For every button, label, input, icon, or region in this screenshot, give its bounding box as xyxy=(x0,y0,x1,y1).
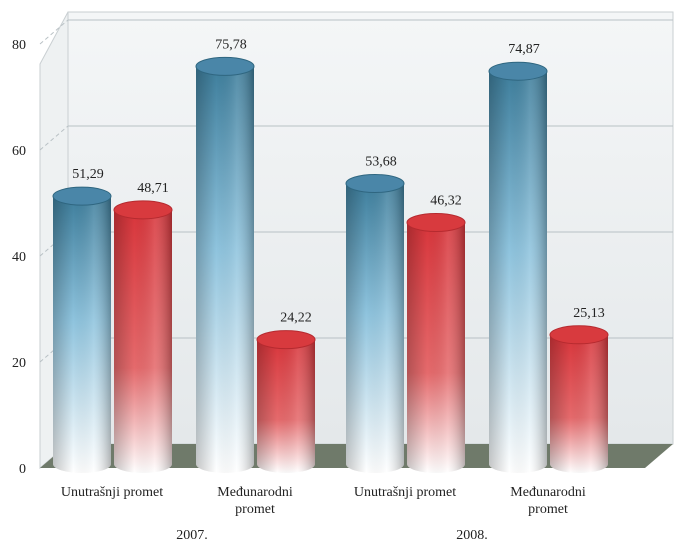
y-tick-label: 80 xyxy=(12,38,26,53)
bar-shading xyxy=(257,339,315,473)
bar-international xyxy=(406,213,466,473)
data-label: 53,68 xyxy=(365,154,397,169)
bar-cap xyxy=(52,186,112,206)
category-label: Međunarodni promet xyxy=(510,485,586,517)
bar-shading xyxy=(196,66,254,473)
y-tick-label: 20 xyxy=(12,356,26,371)
data-label: 46,32 xyxy=(430,194,462,209)
bar-shading xyxy=(346,183,404,473)
bar-cap xyxy=(113,200,173,220)
bar-cap xyxy=(345,173,405,193)
bar-cap xyxy=(195,56,255,76)
y-tick-label: 0 xyxy=(19,462,26,477)
bar-domestic xyxy=(195,56,255,473)
bar-cap xyxy=(488,61,548,81)
labels: 51,29 48,71 Unutrašnji promet 75,78 24,22 Međ… xyxy=(61,37,605,543)
bar-shading xyxy=(53,196,111,473)
bar-domestic xyxy=(345,173,405,473)
bar-domestic xyxy=(52,186,112,473)
y-tick-label: 40 xyxy=(12,250,26,265)
bar-cap xyxy=(406,213,466,233)
group-label: 2008. xyxy=(456,528,488,543)
gridline-side xyxy=(39,125,69,151)
data-label: 75,78 xyxy=(215,37,247,52)
bar-cap xyxy=(549,325,609,345)
data-label: 51,29 xyxy=(72,167,104,182)
bar-cap xyxy=(256,330,316,350)
bars xyxy=(52,56,609,474)
gridline-side xyxy=(39,19,69,45)
category-label: Unutrašnji promet xyxy=(354,485,456,500)
data-label: 48,71 xyxy=(137,181,169,196)
data-label: 25,13 xyxy=(573,306,605,321)
bar-international xyxy=(549,325,609,473)
data-label: 74,87 xyxy=(508,42,540,57)
bar-domestic xyxy=(488,61,548,474)
y-tick-label: 60 xyxy=(12,144,26,159)
y-axis-ticks: 0 20 40 60 80 xyxy=(12,38,26,477)
bar-shading xyxy=(114,209,172,473)
group-label: 2007. xyxy=(176,528,208,543)
category-label: Međunarodni promet xyxy=(217,485,293,517)
bar-international xyxy=(113,200,173,473)
bar-shading xyxy=(407,222,465,473)
bar-shading xyxy=(550,334,608,473)
bar-shading xyxy=(489,71,547,474)
category-label: Unutrašnji promet xyxy=(61,485,163,500)
data-label: 24,22 xyxy=(280,311,312,326)
bar-international xyxy=(256,330,316,473)
